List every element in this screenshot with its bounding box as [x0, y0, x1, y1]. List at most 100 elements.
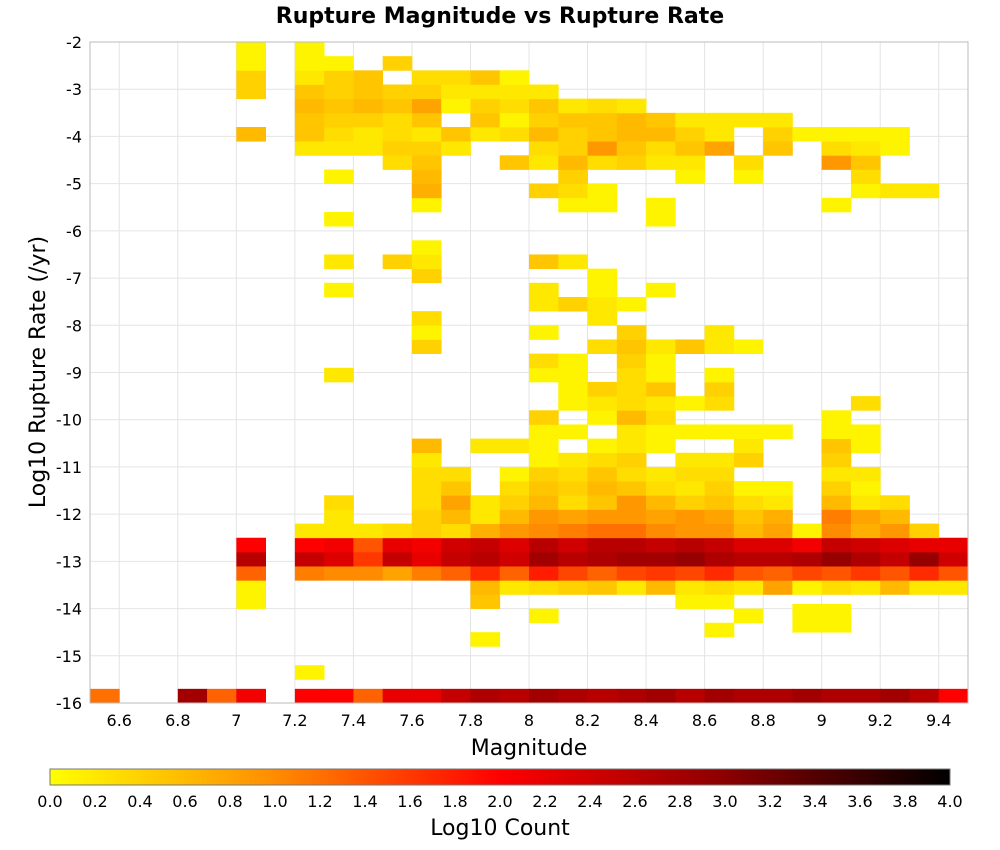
heatmap-cell	[353, 70, 384, 85]
x-tick-label: 6.8	[165, 711, 190, 730]
heatmap-cell	[938, 688, 969, 704]
heatmap-cell	[821, 452, 852, 468]
heatmap-cell	[411, 169, 442, 185]
heatmap-cell	[616, 325, 647, 340]
heatmap-cell	[411, 438, 442, 454]
heatmap-cell	[616, 424, 647, 439]
heatmap-cell	[499, 112, 530, 128]
heatmap-cell	[616, 551, 647, 567]
heatmap-cell	[587, 98, 618, 114]
heatmap-cell	[529, 282, 559, 298]
heatmap-cell	[470, 566, 501, 581]
y-tick-label: -11	[56, 458, 82, 477]
heatmap-cell	[646, 424, 676, 439]
heatmap-cell	[441, 495, 471, 510]
heatmap-cell	[792, 551, 823, 567]
heatmap-cell	[558, 396, 588, 411]
heatmap-cell	[675, 580, 705, 595]
heatmap-cell	[763, 481, 793, 496]
heatmap-cell	[499, 126, 530, 142]
heatmap-cell	[880, 580, 910, 595]
y-tick-label: -9	[66, 364, 82, 383]
heatmap-cell	[470, 632, 501, 647]
heatmap-cell	[646, 367, 676, 383]
heatmap-cell	[616, 523, 647, 539]
heatmap-cell	[763, 523, 793, 539]
x-tick-label: 7	[231, 711, 241, 730]
heatmap-cell	[470, 523, 501, 539]
heatmap-cell	[558, 537, 588, 553]
heatmap-cell	[821, 509, 852, 524]
heatmap-cell	[938, 580, 969, 595]
y-tick-label: -16	[56, 694, 82, 713]
heatmap-cell	[441, 141, 471, 156]
heatmap-cell	[616, 155, 647, 170]
heatmap-cell	[587, 566, 618, 581]
heatmap-cell	[675, 481, 705, 496]
heatmap-cell	[763, 566, 793, 581]
heatmap-cell	[792, 688, 823, 704]
heatmap-cell	[675, 509, 705, 524]
heatmap-cell	[821, 523, 852, 539]
heatmap-cell	[529, 495, 559, 510]
heatmap-cell	[909, 688, 940, 704]
heatmap-cell	[821, 197, 852, 213]
colorbar-tick-label: 3.2	[757, 792, 782, 811]
heatmap-cell	[616, 566, 647, 581]
heatmap-cell	[324, 70, 354, 85]
heatmap-cell	[792, 618, 823, 633]
heatmap-cell	[646, 509, 676, 524]
heatmap-cell	[294, 523, 325, 539]
heatmap-cell	[529, 353, 559, 369]
heatmap-cell	[558, 523, 588, 539]
heatmap-cell	[441, 84, 471, 100]
heatmap-cell	[558, 126, 588, 142]
heatmap-cell	[441, 566, 471, 581]
colorbar-tick-label: 2.6	[622, 792, 647, 811]
heatmap-cell	[529, 509, 559, 524]
heatmap-cell	[470, 70, 501, 85]
heatmap-cell	[704, 381, 735, 397]
heatmap-cell	[616, 509, 647, 524]
heatmap-cell	[646, 523, 676, 539]
x-tick-label: 9	[817, 711, 827, 730]
heatmap-cell	[850, 580, 881, 595]
heatmap-cell	[411, 254, 442, 270]
heatmap-cell	[294, 112, 325, 128]
heatmap-cell	[470, 98, 501, 114]
heatmap-cell	[382, 566, 413, 581]
y-tick-label: -10	[56, 411, 82, 430]
heatmap-cell	[441, 98, 471, 114]
heatmap-cell	[763, 509, 793, 524]
colorbar-tick-label: 0.0	[37, 792, 62, 811]
heatmap-cell	[353, 523, 384, 539]
heatmap-cell	[616, 98, 647, 114]
chart-title: Rupture Magnitude vs Rupture Rate	[276, 4, 724, 29]
heatmap-cell	[236, 70, 266, 85]
heatmap-cell	[850, 509, 881, 524]
heatmap-cell	[587, 311, 618, 326]
colorbar-tick-label: 2.2	[532, 792, 557, 811]
heatmap-cell	[616, 495, 647, 510]
heatmap-cell	[646, 551, 676, 567]
heatmap-cell	[353, 566, 384, 581]
heatmap-cell	[646, 339, 676, 355]
heatmap-cell	[850, 126, 881, 142]
x-tick-label: 8.8	[750, 711, 775, 730]
heatmap-cell	[616, 688, 647, 704]
heatmap-cell	[909, 551, 940, 567]
heatmap-cell	[821, 537, 852, 553]
y-tick-label: -5	[66, 175, 82, 194]
heatmap-cell	[821, 466, 852, 482]
x-tick-label: 8.4	[633, 711, 658, 730]
heatmap-cell	[880, 126, 910, 142]
heatmap-cell	[558, 381, 588, 397]
x-tick-label: 9.2	[867, 711, 892, 730]
heatmap-cell	[324, 254, 354, 270]
heatmap-cell	[411, 311, 442, 326]
heatmap-cell	[763, 424, 793, 439]
heatmap-cell	[616, 381, 647, 397]
heatmap-cell	[763, 551, 793, 567]
heatmap-cell	[733, 537, 764, 553]
heatmap-cell	[704, 509, 735, 524]
